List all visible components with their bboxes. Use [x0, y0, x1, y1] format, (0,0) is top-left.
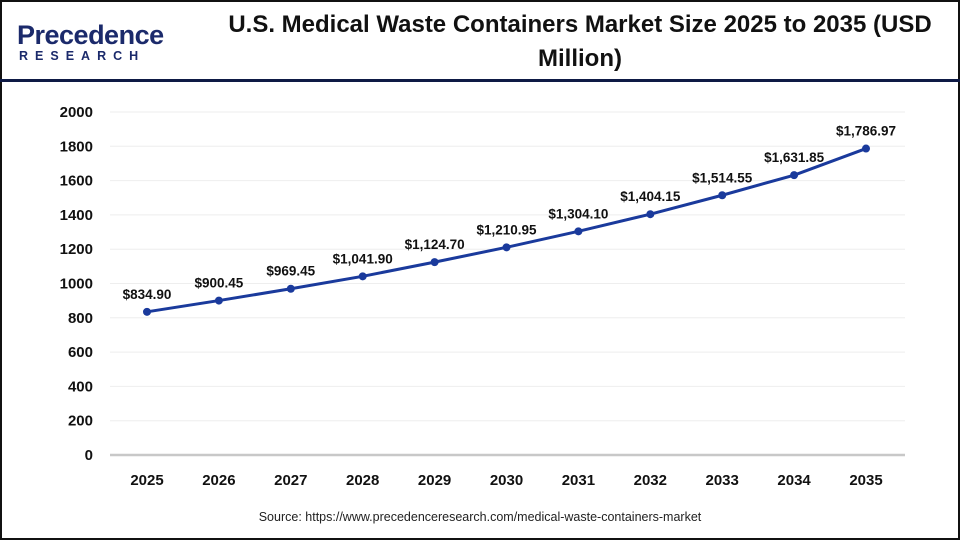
chart-title: U.S. Medical Waste Containers Market Siz…	[228, 11, 932, 72]
y-tick-label: 1400	[60, 207, 93, 224]
x-tick-label: 2035	[849, 472, 882, 489]
y-tick-label: 400	[68, 378, 93, 395]
data-point	[358, 272, 367, 281]
data-label: $1,786.97	[836, 124, 896, 139]
x-tick-label: 2028	[346, 472, 379, 489]
logo-line1: Precedence	[17, 20, 164, 50]
data-point	[862, 144, 870, 153]
data-label: $1,631.85	[764, 150, 825, 165]
data-point	[214, 296, 223, 305]
precedence-research-logo: Precedence RESEARCH	[17, 20, 167, 64]
data-point	[718, 191, 727, 200]
data-label: $900.45	[194, 276, 243, 291]
x-tick-label: 2030	[490, 472, 523, 489]
x-tick-label: 2029	[418, 472, 451, 489]
x-tick-label: 2025	[130, 472, 163, 489]
y-tick-label: 1000	[60, 276, 93, 293]
data-point	[790, 171, 799, 180]
data-point	[646, 210, 655, 219]
y-tick-label: 0	[85, 447, 93, 464]
y-tick-label: 800	[68, 310, 93, 327]
y-tick-label: 1200	[60, 241, 93, 258]
x-tick-label: 2034	[777, 472, 811, 489]
x-tick-label: 2032	[634, 472, 667, 489]
y-tick-label: 600	[68, 344, 93, 361]
data-point	[430, 258, 439, 267]
data-point	[143, 307, 151, 316]
data-label: $1,124.70	[405, 237, 465, 252]
y-tick-label: 1600	[60, 173, 93, 190]
x-tick-label: 2027	[274, 472, 307, 489]
source-text: Source: https://www.precedenceresearch.c…	[258, 510, 702, 524]
data-point	[502, 243, 511, 252]
x-tick-label: 2033	[706, 472, 739, 489]
data-point	[286, 284, 295, 293]
y-tick-label: 2000	[60, 104, 93, 121]
data-label: $1,514.55	[692, 170, 753, 185]
data-label: $1,404.15	[620, 189, 681, 204]
data-label: $1,304.10	[548, 206, 608, 221]
y-tick-label: 200	[68, 413, 93, 430]
data-point	[574, 227, 583, 236]
y-tick-label: 1800	[60, 138, 93, 155]
x-tick-label: 2026	[202, 472, 235, 489]
data-label: $1,210.95	[476, 222, 537, 237]
data-label: $1,041.90	[333, 251, 393, 266]
data-label: $834.90	[123, 287, 172, 302]
data-label: $969.45	[266, 264, 315, 279]
logo-line2: RESEARCH	[19, 49, 146, 63]
header-divider	[0, 79, 960, 82]
x-tick-label: 2031	[562, 472, 595, 489]
